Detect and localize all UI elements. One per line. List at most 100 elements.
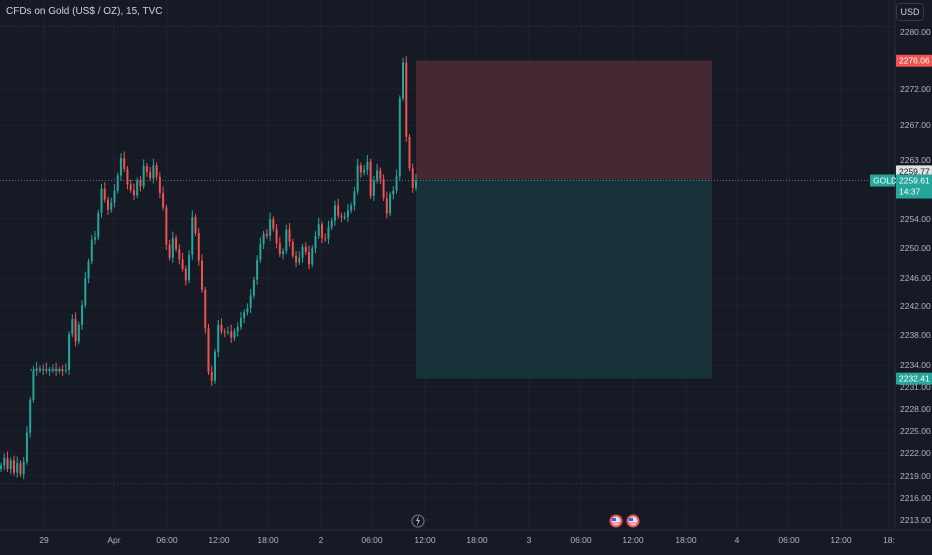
y-tick-label: 2242.00 [900,301,931,311]
y-tick-label: 2267.00 [900,120,931,130]
y-tick-label: 2263.00 [900,155,931,165]
candle-body [22,461,25,475]
candle-body [288,229,291,242]
y-tick-label: 2228.00 [900,404,931,414]
x-tick-label: 06:00 [570,535,592,545]
candle-body [233,331,236,338]
x-tick-label: 18:00 [466,535,488,545]
candle-body [145,166,148,172]
price-axis-panel [895,0,932,550]
candle-body [249,295,252,309]
candle-body [298,257,301,263]
candle-body [152,165,155,179]
candle-body [369,161,372,196]
symbol-title: CFDs on Gold (US$ / OZ), 15, TVC [6,6,163,17]
y-tick-label: 2213.00 [900,515,931,525]
x-tick-label: 18: [883,535,895,545]
candle-body [269,219,272,236]
x-tick-label: 06:00 [778,535,800,545]
candle-body [106,199,109,210]
candle-body [356,165,359,192]
candle-body [61,369,64,371]
candle-body [81,305,84,325]
x-tick-label: 12:00 [414,535,436,545]
x-tick-label: 06:00 [156,535,178,545]
lightning-icon[interactable] [411,514,425,528]
candle-body [314,235,317,249]
candle-body [191,217,194,255]
candle-body [64,369,67,371]
x-tick-label: 12:00 [208,535,230,545]
target-price-label-bg [896,372,932,385]
candle-body [220,324,223,332]
candle-body [262,233,265,244]
candle-body [162,192,165,208]
candle-body [236,326,239,332]
candle-body [311,248,314,265]
candle-body [171,238,174,258]
candle-body [282,251,285,255]
candle-body [301,246,304,258]
candle-body [0,465,2,470]
candle-body [226,331,229,333]
candle-body [165,207,168,245]
candle-body [285,229,288,252]
candle-body [372,180,375,196]
take-profit-zone[interactable] [416,179,712,379]
candle-body [178,249,181,260]
y-tick-label: 2234.00 [900,360,931,370]
y-tick-label: 2222.00 [900,448,931,458]
candle-body [136,180,139,196]
candle-body [110,202,113,210]
target-price-label: 2232.41 [899,374,930,384]
candle-body [116,175,119,191]
candle-body [327,227,330,239]
candle-body [265,233,268,236]
y-tick-label: 2250.00 [900,243,931,253]
candle-body [74,318,77,342]
candle-body [275,228,278,244]
candle-body [291,241,294,256]
currency-button[interactable]: USD [896,3,924,21]
y-tick-label: 2280.00 [900,27,931,37]
candle-body [382,179,385,199]
candle-body [366,161,369,170]
y-tick-label: 2219.00 [900,471,931,481]
x-tick-label: 4 [735,535,740,545]
position-zones[interactable] [416,60,712,379]
stop-loss-zone[interactable] [416,60,712,180]
candle-body [259,243,262,260]
candle-body [123,158,126,169]
candle-body [38,368,41,370]
candle-body [389,194,392,214]
entry-price-label: 2259.77 [899,166,930,176]
candle-body [132,190,135,196]
events-row[interactable] [411,514,640,528]
candle-body [113,190,116,203]
current-price-label: 2259.61 [899,176,930,186]
candle-body [230,331,233,338]
y-tick-label: 2216.00 [900,493,931,503]
us-flag-icon[interactable] [609,514,623,528]
candle-body [223,331,226,333]
candle-body [71,318,74,335]
candle-body [87,261,90,279]
x-tick-label: 18:00 [257,535,279,545]
us-flag-icon[interactable] [626,514,640,528]
candle-body [385,198,388,214]
candle-body [119,158,122,176]
candle-body [256,259,259,280]
y-tick-label: 2254.00 [900,214,931,224]
stop-price-label: 2276.06 [899,56,930,66]
candle-body [330,220,333,228]
symbol-tag: GOLD [873,176,897,186]
candle-body [181,259,184,269]
candle-body [415,180,417,188]
candle-body [90,239,93,262]
price-levels [0,25,895,485]
symbol-tag-bg [870,174,895,187]
